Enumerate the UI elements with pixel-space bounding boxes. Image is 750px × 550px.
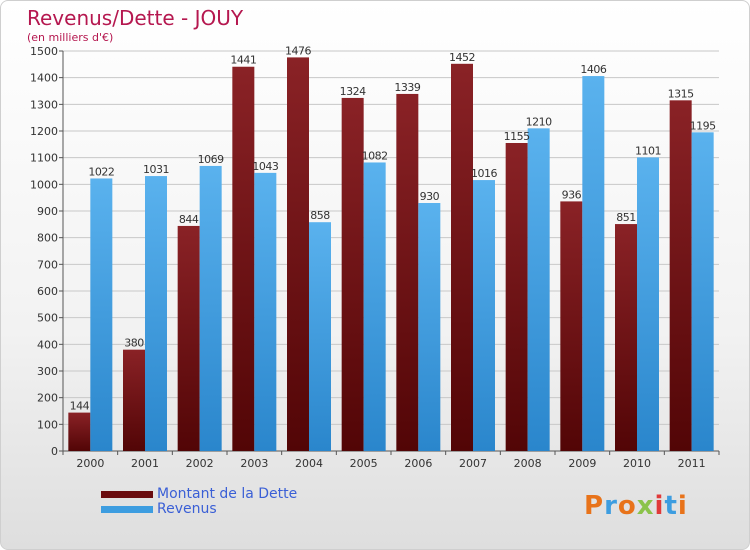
bar-revenue xyxy=(637,157,659,451)
legend-label-debt: Montant de la Dette xyxy=(157,486,298,502)
bar-revenue xyxy=(691,132,714,452)
bar-debt xyxy=(123,349,145,451)
data-label-debt: 1315 xyxy=(668,87,694,100)
bar-revenue xyxy=(418,203,441,451)
x-tick-label: 2000 xyxy=(76,457,104,470)
data-label-revenue: 1101 xyxy=(635,144,661,157)
chart-title: Revenus/Dette - JOUY xyxy=(27,6,244,30)
x-tick-label: 2006 xyxy=(404,457,432,470)
data-label-debt: 851 xyxy=(616,211,636,224)
y-tick-label: 200 xyxy=(37,392,58,405)
legend: Montant de la Dette Revenus xyxy=(101,486,298,517)
logo-letter: r xyxy=(604,491,618,521)
data-label-revenue: 1082 xyxy=(362,149,388,162)
bar-debt xyxy=(451,63,473,452)
x-tick-label: 2010 xyxy=(623,457,651,470)
data-label-revenue: 1043 xyxy=(252,160,278,173)
x-tick-label: 2011 xyxy=(678,457,706,470)
logo-letter: i xyxy=(677,491,688,521)
data-label-debt: 380 xyxy=(124,337,144,350)
data-label-debt: 1476 xyxy=(285,44,311,57)
logo-letter: t xyxy=(664,491,678,521)
y-tick-label: 300 xyxy=(37,365,58,378)
legend-item-revenue: Revenus xyxy=(101,501,297,517)
bar-revenue xyxy=(254,172,277,451)
bar-revenue xyxy=(527,128,550,451)
bar-revenue xyxy=(199,165,222,451)
bar-debt xyxy=(68,412,91,451)
y-tick-label: 900 xyxy=(37,205,58,218)
data-label-revenue: 1406 xyxy=(580,63,606,76)
x-tick-label: 2005 xyxy=(350,457,378,470)
bar-revenue xyxy=(309,222,331,451)
x-tick-label: 2004 xyxy=(295,457,323,470)
data-label-debt: 936 xyxy=(562,188,582,201)
x-tick-label: 2007 xyxy=(459,457,487,470)
data-label-debt: 1339 xyxy=(394,81,420,94)
legend-swatch-revenue xyxy=(101,505,153,513)
bar-revenue xyxy=(145,176,167,452)
legend-label-revenue: Revenus xyxy=(157,501,217,517)
bar-revenue xyxy=(363,162,386,451)
logo-letter: o xyxy=(617,491,637,521)
y-tick-label: 0 xyxy=(51,445,58,458)
logo-letter: x xyxy=(636,491,655,521)
data-label-debt: 1452 xyxy=(449,51,475,64)
y-tick-label: 600 xyxy=(37,285,58,298)
data-label-revenue: 1022 xyxy=(88,165,114,178)
bar-debt xyxy=(615,224,637,451)
x-tick-label: 2002 xyxy=(186,457,214,470)
label-layer: 144 1022 380 1031 844 1069 1441 1043 1476 858 1324… xyxy=(70,44,717,412)
y-tick-label: 800 xyxy=(37,232,58,245)
y-tick-label: 1300 xyxy=(30,98,58,111)
data-label-revenue: 1069 xyxy=(198,153,224,166)
x-tick-label: 2008 xyxy=(514,457,542,470)
y-tick-label: 1500 xyxy=(30,45,58,58)
y-tick-label: 1000 xyxy=(30,178,58,191)
bar-layer xyxy=(68,57,714,452)
bar-debt xyxy=(341,97,364,451)
bar-debt xyxy=(287,57,309,452)
bar-debt xyxy=(669,100,692,451)
legend-item-debt: Montant de la Dette xyxy=(101,486,298,502)
logo-letter: P xyxy=(584,491,605,521)
y-tick-label: 1400 xyxy=(30,72,58,85)
data-label-revenue: 1195 xyxy=(690,119,716,132)
bar-revenue xyxy=(582,76,605,452)
chart-subtitle: (en milliers d'€) xyxy=(27,31,114,44)
bar-debt xyxy=(396,93,419,451)
legend-swatch-debt xyxy=(101,490,153,498)
data-label-revenue: 930 xyxy=(420,190,440,203)
data-label-revenue: 1016 xyxy=(471,167,497,180)
y-tick-label: 400 xyxy=(37,338,58,351)
x-tick-label: 2001 xyxy=(131,457,159,470)
y-tick-label: 100 xyxy=(37,418,58,431)
y-tick-label: 700 xyxy=(37,258,58,271)
data-label-debt: 1324 xyxy=(340,85,366,98)
logo-letter: i xyxy=(654,491,665,521)
axis-layer: 0 100 200 300 400 500 600 700 800 900 1000 1100 1200… xyxy=(30,45,720,470)
y-tick-label: 1200 xyxy=(30,125,58,138)
data-label-revenue: 1031 xyxy=(143,163,169,176)
y-tick-label: 1100 xyxy=(30,152,58,165)
y-tick-label: 500 xyxy=(37,312,58,325)
data-label-revenue: 1210 xyxy=(526,115,552,128)
bar-debt xyxy=(505,143,528,451)
bar-debt xyxy=(560,201,583,451)
proxiti-logo: Proxiti xyxy=(584,491,688,521)
bar-revenue xyxy=(90,178,113,451)
bar-revenue xyxy=(473,180,495,452)
data-label-revenue: 858 xyxy=(310,209,330,222)
x-tick-label: 2003 xyxy=(240,457,268,470)
bar-debt xyxy=(177,225,200,451)
data-label-debt: 1155 xyxy=(504,130,530,143)
data-label-debt: 844 xyxy=(179,213,199,226)
data-label-debt: 1441 xyxy=(230,54,256,67)
x-tick-label: 2009 xyxy=(568,457,596,470)
data-label-debt: 144 xyxy=(70,400,90,413)
bar-debt xyxy=(232,66,255,451)
